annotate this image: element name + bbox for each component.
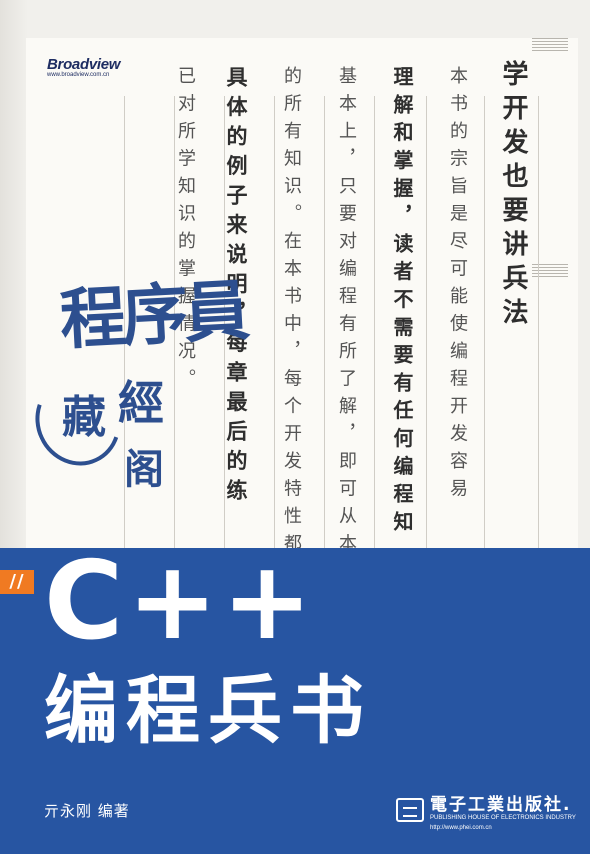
series-char: 阁 <box>124 446 164 493</box>
grid-line <box>426 96 427 548</box>
accent-badge: // <box>0 570 34 594</box>
manuscript-paper <box>26 38 578 548</box>
paper-stripes <box>532 38 568 52</box>
publisher-brand: Broadview www.broadview.com.cn <box>47 56 120 78</box>
publisher-name-en: PUBLISHING HOUSE OF ELECTRONICS INDUSTRY <box>430 815 576 821</box>
brand-url: www.broadview.com.cn <box>47 72 110 78</box>
series-char: 經 <box>118 376 164 430</box>
grid-line <box>538 96 539 548</box>
poem-column: 具体的例子来说明，每章最后的练 <box>224 66 249 509</box>
grid-line <box>274 96 275 548</box>
spine-edge <box>0 0 28 548</box>
grid-line <box>374 96 375 548</box>
publisher-logo-icon <box>396 798 424 822</box>
poem-column: 的所有知识。在本书中，每个开发特性都用 <box>281 66 302 589</box>
paper-stripes <box>532 264 568 278</box>
grid-line <box>224 96 225 548</box>
grid-line <box>324 96 325 548</box>
book-subtitle: 编程兵书 <box>44 668 372 754</box>
publisher-name: 電子工業出版社. <box>430 795 572 815</box>
poem-column: 本书的宗旨是尽可能使编程开发容易 <box>447 66 468 506</box>
poem-column: 学开发也要讲兵法 <box>498 60 528 332</box>
poem-column: 已对所学知识的掌握情况。 <box>175 66 196 396</box>
brand-name: Broadview <box>47 56 121 73</box>
publisher-url: http://www.phei.com.cn <box>430 825 492 831</box>
grid-line <box>484 96 485 548</box>
title-band <box>0 548 590 854</box>
grid-line <box>124 96 125 548</box>
series-name: 程序員 <box>58 271 248 359</box>
series-char: 藏 <box>62 392 106 443</box>
grid-line <box>174 96 175 548</box>
author: 亓永刚 编著 <box>44 802 130 820</box>
poem-column: 基本上，只要对编程有所了解，即可从本书 <box>336 66 357 589</box>
book-title: C++ <box>44 539 317 664</box>
poem-column: 理解和掌握，读者不需要有任何编程知 <box>390 66 414 539</box>
